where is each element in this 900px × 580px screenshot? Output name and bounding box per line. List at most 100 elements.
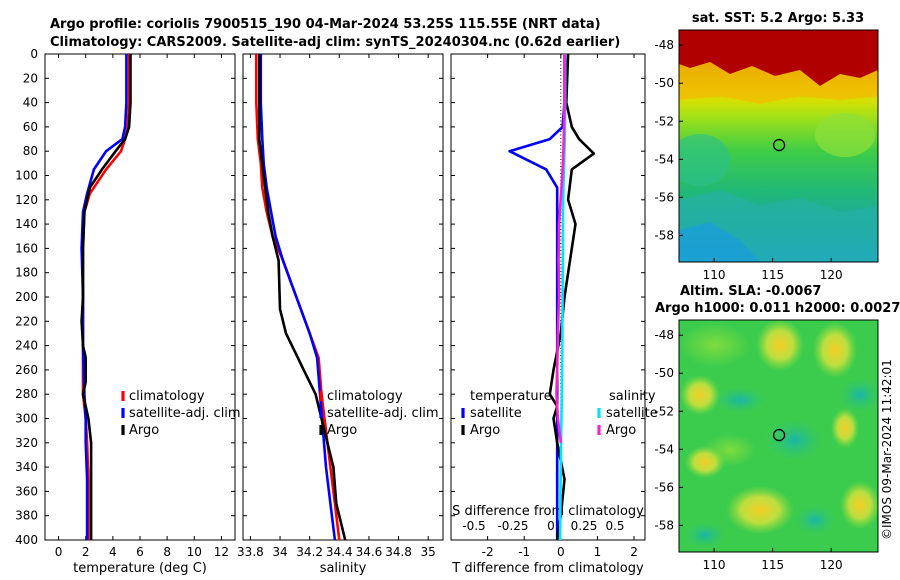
plot-frame (44, 53, 236, 541)
sla-low-patch (838, 377, 878, 413)
x-tick-label: 10 (187, 545, 202, 559)
sst-yellow-band (679, 62, 878, 104)
sla-high-patch (726, 486, 794, 534)
x-tick-label: 0 (55, 545, 63, 559)
sst-map-frame (678, 29, 879, 263)
map-y-tick-label: -56 (654, 190, 674, 204)
sst-argo-location-marker (772, 138, 786, 152)
figure-title-line1: Argo profile: coriolis 7900515_190 04-Ma… (50, 17, 601, 32)
legend-label: Argo (129, 423, 159, 438)
sla-high-patch (831, 408, 859, 448)
x-axis-label: salinity (320, 561, 367, 576)
legend-label: climatology (327, 389, 403, 404)
x-tick-label: 2 (630, 545, 638, 559)
sst-map: sat. SST: 5.2 Argo: 5.33 110 115 120 -48 -50… (654, 11, 879, 282)
y-tick-label: 340 (15, 460, 38, 474)
legend-label: satellite-adj. clim (327, 406, 439, 421)
x-tick-label: 34.2 (296, 545, 323, 559)
y-tick-label: 100 (15, 169, 38, 183)
map-x-tick-label: 110 (703, 558, 726, 572)
legend-label: satellite-adj. clim (129, 406, 241, 421)
sla-map: Altim. SLA: -0.0067 Argo h1000: 0.011 h2… (654, 284, 900, 572)
series-line-argo (257, 54, 347, 541)
map-x-tick-label: 115 (761, 558, 784, 572)
sla-high-patch (756, 320, 804, 371)
sla-map-frame (678, 319, 879, 553)
sla-patch (680, 323, 750, 367)
sla-low-patch (765, 418, 825, 462)
y-tick-label: 160 (15, 241, 38, 255)
map-y-tick-label: -50 (654, 76, 674, 90)
x-tick-label: 0 (557, 545, 565, 559)
legend-label: climatology (129, 389, 205, 404)
legend-label: satellite (470, 406, 522, 421)
y-tick-label: 260 (15, 363, 38, 377)
series-line-salinity-argo (555, 54, 566, 443)
y-tick-label: 180 (15, 266, 38, 280)
x-axis-label: T difference from climatology (451, 561, 644, 576)
series-line-satellite-adj-clim (80, 54, 128, 540)
map-y-tick-label: -48 (654, 328, 674, 342)
plot-frame (242, 53, 444, 541)
map-y-tick-label: -48 (654, 38, 674, 52)
sla-low-patch (712, 386, 768, 414)
sla-high-patch (813, 322, 857, 378)
temperature-panel: 0204060801001201401601802002202402602803… (15, 47, 241, 576)
sst-coldest-water (679, 222, 760, 262)
y-tick-label: 120 (15, 193, 38, 207)
x-tick-label: 35 (421, 545, 436, 559)
legend-group-header: salinity (609, 389, 656, 404)
plot-frame (450, 53, 646, 541)
y-tick-label: 380 (15, 509, 38, 523)
legend-label: satellite (606, 406, 658, 421)
map-x-tick-label: 115 (761, 268, 784, 282)
legend-label: Argo (470, 423, 500, 438)
y-tick-label: 360 (15, 484, 38, 498)
x-tick-label: 33.8 (237, 545, 264, 559)
y-tick-label: 200 (15, 290, 38, 304)
sla-high-patch (840, 481, 878, 529)
map-y-tick-label: -50 (654, 366, 674, 380)
sla-map-subtitle: Argo h1000: 0.011 h2000: 0.0027 (655, 301, 900, 316)
top-axis-label: S difference from climatology (452, 504, 644, 519)
x-axis-label: temperature (deg C) (73, 561, 207, 576)
imos-watermark: ©IMOS 09-Mar-2024 11:42:01 (880, 359, 894, 540)
y-tick-label: 0 (30, 47, 38, 61)
x-tick-label: 4 (109, 545, 117, 559)
x-tick-label: -1 (518, 545, 530, 559)
map-y-tick-label: -54 (654, 442, 674, 456)
y-tick-label: 300 (15, 412, 38, 426)
map-y-tick-label: -58 (654, 518, 674, 532)
sst-map-title: sat. SST: 5.2 Argo: 5.33 (692, 11, 864, 26)
sla-low-patch (793, 504, 837, 536)
legend-label: Argo (327, 423, 357, 438)
sla-high-patch (680, 375, 720, 415)
x-tick-label: 34.4 (326, 545, 353, 559)
y-tick-label: 140 (15, 217, 38, 231)
sla-map-title: Altim. SLA: -0.0067 (680, 284, 821, 299)
top-tick-label: -0.5 (462, 519, 485, 533)
map-x-tick-label: 120 (820, 558, 843, 572)
y-tick-label: 80 (23, 144, 38, 158)
top-tick-label: -0.25 (497, 519, 528, 533)
top-tick-label: 0.25 (571, 519, 598, 533)
sst-cool-patch (679, 134, 730, 186)
map-x-tick-label: 110 (703, 268, 726, 282)
figure-title-line2: Climatology: CARS2009. Satellite-adj cli… (50, 35, 620, 50)
sst-warm-front (679, 30, 878, 86)
x-tick-label: 8 (163, 545, 171, 559)
map-y-tick-label: -52 (654, 114, 674, 128)
x-tick-label: 2 (82, 545, 90, 559)
y-tick-label: 40 (23, 96, 38, 110)
y-tick-label: 20 (23, 71, 38, 85)
map-y-tick-label: -56 (654, 480, 674, 494)
map-x-tick-label: 120 (820, 268, 843, 282)
top-tick-label: 0.5 (605, 519, 624, 533)
y-tick-label: 400 (15, 533, 38, 547)
y-tick-label: 320 (15, 436, 38, 450)
x-tick-label: 34.8 (385, 545, 412, 559)
sla-low-patch (683, 521, 727, 549)
sst-warm-patch (815, 113, 875, 157)
y-tick-label: 240 (15, 339, 38, 353)
